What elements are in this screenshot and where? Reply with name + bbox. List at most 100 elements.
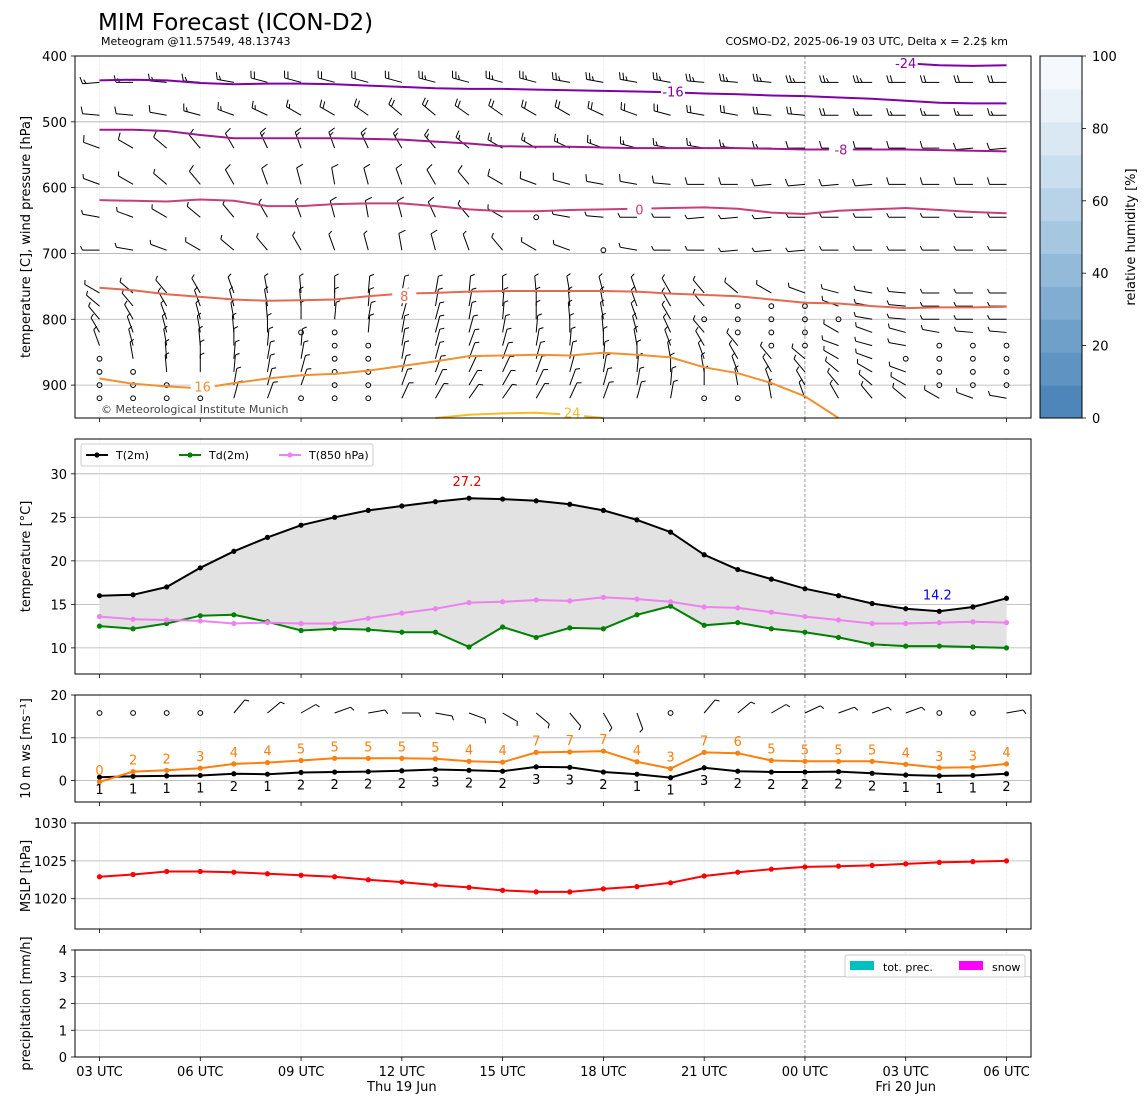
wind-barb-feather [319, 99, 323, 107]
series-point [768, 576, 774, 582]
gust-label: 5 [398, 740, 406, 755]
legend-label: snow [992, 961, 1020, 974]
isotherm-label-bg [627, 201, 652, 217]
wind-barb-feather [953, 245, 957, 251]
series-point [130, 769, 136, 775]
wind-barb [188, 134, 201, 149]
wind-barb-feather [270, 340, 275, 343]
wind-barb-feather [394, 132, 398, 137]
wind-barb [457, 171, 470, 185]
wind-barb-feather [953, 301, 957, 307]
wind-barb [955, 147, 973, 151]
series-point [533, 889, 539, 895]
calm-wind-circle [936, 382, 943, 388]
wind-barb-feather [853, 311, 856, 317]
isotherm-label: 24 [564, 407, 581, 422]
series-point [231, 869, 237, 875]
series-point [264, 760, 271, 766]
gust-label: 5 [364, 740, 372, 755]
wind-barb [118, 139, 134, 149]
wind-barb [217, 78, 234, 83]
series-point [399, 755, 405, 761]
series-point [768, 866, 774, 872]
series-point [903, 643, 909, 649]
wind-barb [487, 175, 503, 185]
wind-barb [434, 329, 441, 346]
wind-barb [468, 356, 477, 373]
wind-barb [256, 236, 268, 251]
wind-barb-feather [79, 76, 84, 84]
wind-barb [300, 355, 306, 373]
y-tick-label: 600 [42, 182, 67, 197]
series-point [869, 620, 875, 627]
wind-barb-feather [195, 299, 200, 304]
wind-barb [822, 339, 839, 347]
series-point [600, 594, 606, 601]
wind-barb-feather [919, 301, 923, 307]
wind-barb [227, 276, 235, 294]
legend-box [80, 443, 374, 467]
wind-speed-label: 1 [129, 782, 137, 797]
legend-label: tot. prec. [883, 961, 933, 974]
wind-barb-feather [692, 315, 696, 320]
wind-barb-feather [407, 368, 413, 370]
wind-barb [989, 394, 1007, 399]
wind-barb-feather [439, 301, 445, 304]
wind-barb [491, 236, 503, 251]
gust-label: 4 [465, 743, 473, 758]
wind-barb [586, 78, 604, 83]
wind-barb-feather [751, 178, 755, 187]
isotherm-label-bg [660, 83, 685, 99]
series-point [399, 879, 405, 885]
wind-barb-feather [439, 340, 445, 343]
series-point [164, 617, 170, 623]
wind-barb [989, 147, 1007, 151]
wind-speed-label: 2 [801, 778, 809, 793]
wind-barb-feather [578, 725, 582, 731]
series-point [96, 779, 103, 785]
colorbar-segment [1040, 220, 1082, 254]
wind-barb [434, 355, 442, 373]
wind-barb [535, 369, 544, 386]
series-point [466, 767, 472, 773]
wind-barb-feather [860, 380, 864, 386]
gust-label: 4 [633, 744, 641, 759]
wind-barb-feather [718, 73, 722, 81]
panel-frame [74, 822, 1032, 930]
wind-barb-feather [331, 163, 339, 169]
wind-barb [191, 277, 201, 294]
calm-wind-circle [802, 342, 808, 349]
wind-barb-feather [334, 286, 339, 290]
series-point [332, 620, 338, 627]
wind-barb [553, 179, 570, 185]
precipitation-panel: 0 1 2 3 4 precipitation [mm/h] tot. prec. snow 0… [19, 936, 1032, 1095]
wind-barb-feather [854, 706, 859, 711]
legend-label: T(850 hPa) [308, 449, 369, 462]
series-point [466, 495, 472, 501]
wind-barb-feather [673, 379, 678, 382]
wind-barb-feather [365, 196, 373, 201]
series-point [365, 755, 371, 761]
wind-barb-feather [569, 312, 575, 316]
series-point [365, 507, 371, 513]
wind-barb-feather [350, 706, 355, 711]
wind-barb-feather [751, 214, 755, 219]
series-point [701, 873, 707, 879]
gust-label: 5 [834, 743, 842, 758]
isotherm-line [99, 351, 840, 419]
wind-barb-feather [856, 75, 860, 83]
wind-barb-feather [858, 369, 861, 375]
wind-barb [892, 386, 907, 399]
wind-barb [217, 108, 235, 116]
wind-barb [300, 704, 317, 714]
wind-barb-feather [919, 245, 923, 251]
wind-barb [153, 136, 168, 149]
gust-label: 7 [599, 733, 607, 748]
wind-barb-feather [789, 106, 792, 115]
wind-barb [535, 355, 543, 373]
wind-barb [587, 107, 604, 116]
wind-barb-feather [491, 75, 494, 80]
series-point [735, 620, 741, 626]
wind-barb [632, 315, 638, 333]
wind-barb-feather [571, 326, 576, 330]
